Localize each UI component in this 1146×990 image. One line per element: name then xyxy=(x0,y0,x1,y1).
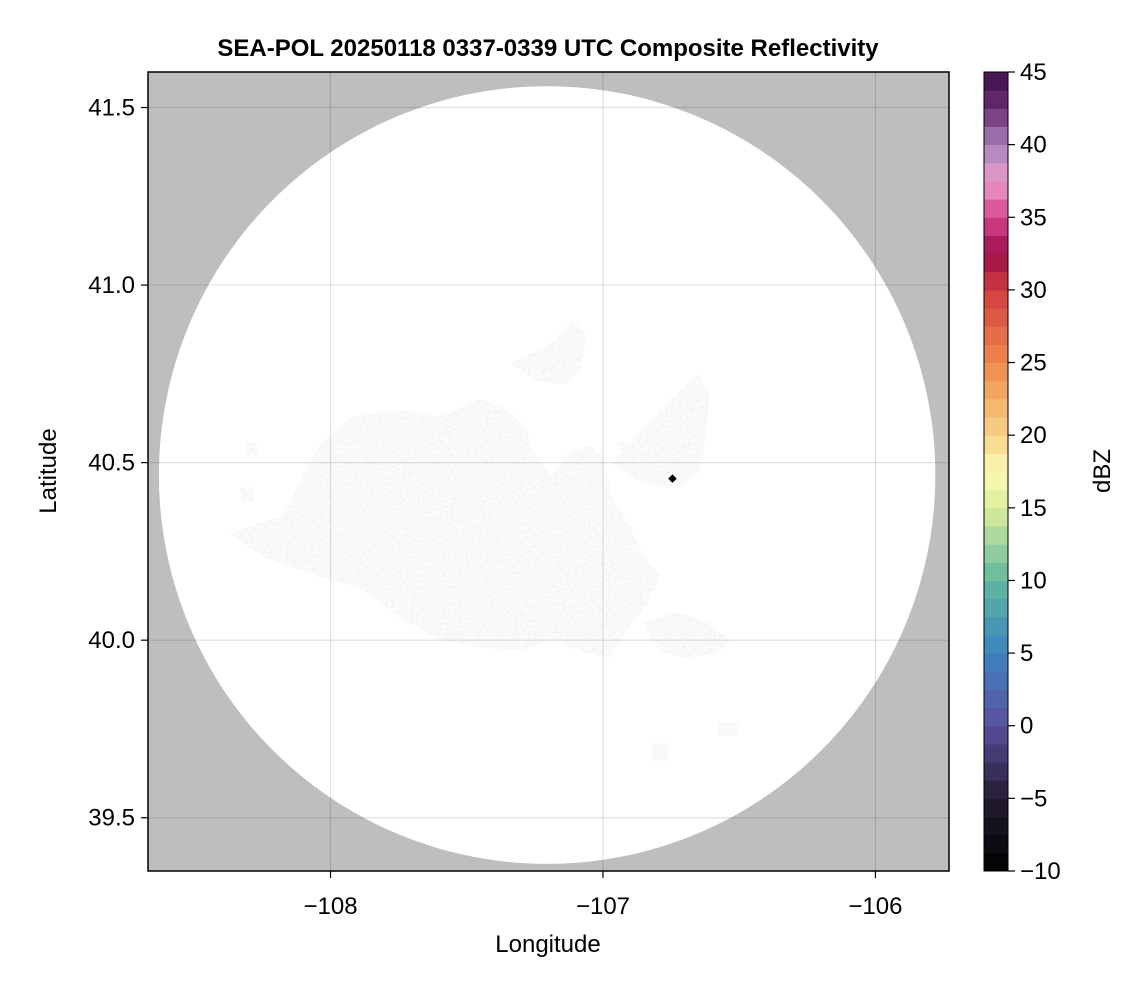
echo-region-core-2 xyxy=(521,562,576,612)
plot-frame xyxy=(147,71,950,872)
x-tick-label: −106 xyxy=(848,893,902,920)
echo-region-core-1 xyxy=(453,526,549,563)
colorbar-tick-label: 5 xyxy=(1020,640,1033,667)
y-tick-label: 40.0 xyxy=(88,627,135,654)
echo-region-north-echo xyxy=(510,320,587,385)
colorbar-segment xyxy=(984,762,1008,781)
echo-region-southeast-echo xyxy=(643,611,731,658)
colorbar-segments xyxy=(984,72,1008,872)
colorbar-segment xyxy=(984,217,1008,236)
echo-region-cool-core-north xyxy=(461,405,533,456)
colorbar-tick-label: 15 xyxy=(1020,495,1047,522)
colorbar-tick-label: 25 xyxy=(1020,350,1047,377)
colorbar-frame xyxy=(983,71,1009,872)
colorbar-segment xyxy=(984,435,1008,454)
colorbar-label: dBZ xyxy=(1089,449,1116,493)
colorbar: −10 −5 0 5 10 15 20 25 30 35 40 45 dBZ xyxy=(983,59,1116,885)
colorbar-segment xyxy=(984,689,1008,709)
colorbar-segment xyxy=(984,725,1008,745)
radar-site-marker xyxy=(668,474,677,483)
colorbar-tick-label: 20 xyxy=(1020,422,1047,449)
y-tick-label: 40.5 xyxy=(88,450,135,477)
colorbar-segment xyxy=(984,598,1008,618)
colorbar-tick-label: 40 xyxy=(1020,132,1047,159)
colorbar-segment xyxy=(984,308,1008,327)
chart-title: SEA-POL 20250118 0337-0339 UTC Composite… xyxy=(217,35,879,62)
colorbar-segment xyxy=(984,180,1008,200)
echo-region-cool-core-middle xyxy=(559,448,609,491)
colorbar-segment xyxy=(984,108,1008,127)
colorbar-tick-label: 35 xyxy=(1020,204,1047,231)
y-axis-ticks: 39.5 40.0 40.5 41.0 41.5 xyxy=(88,95,148,832)
echo-region-patch-1 xyxy=(652,743,669,761)
colorbar-segment xyxy=(984,507,1008,527)
colorbar-segment xyxy=(984,398,1008,418)
colorbar-segment xyxy=(984,707,1008,727)
colorbar-segment xyxy=(984,525,1008,545)
colorbar-segment xyxy=(984,798,1008,818)
colorbar-segment xyxy=(984,199,1008,218)
colorbar-segment xyxy=(984,326,1008,345)
y-tick-label: 41.0 xyxy=(88,272,135,299)
colorbar-segment xyxy=(984,634,1008,654)
colorbar-ticks: −10 −5 0 5 10 15 20 25 30 35 40 45 xyxy=(1008,59,1061,885)
colorbar-segment xyxy=(984,852,1008,872)
colorbar-segment xyxy=(984,616,1008,636)
echo-region-patch-4 xyxy=(246,441,257,456)
echo-region-patch-2 xyxy=(717,721,740,737)
echo-region-band-ne xyxy=(616,441,677,477)
colorbar-segment xyxy=(984,90,1008,109)
colorbar-segment xyxy=(984,72,1008,91)
plot-area xyxy=(147,71,950,872)
y-axis-label: Latitude xyxy=(35,428,62,513)
grid-lines xyxy=(148,72,949,871)
colorbar-segment xyxy=(984,653,1008,672)
colorbar-segment xyxy=(984,834,1008,854)
colorbar-segment xyxy=(984,453,1008,472)
colorbar-segment xyxy=(984,580,1008,600)
colorbar-segment xyxy=(984,162,1008,182)
x-tick-label: −108 xyxy=(304,893,358,920)
colorbar-segment xyxy=(984,489,1008,509)
colorbar-segment xyxy=(984,289,1008,309)
colorbar-segment xyxy=(984,144,1008,164)
colorbar-tick-label: 10 xyxy=(1020,567,1047,594)
y-tick-label: 39.5 xyxy=(88,805,135,832)
echo-region-band-ne-2 xyxy=(657,416,702,438)
colorbar-segment xyxy=(984,417,1008,436)
echo-region-core-3 xyxy=(371,569,435,605)
echo-region-patch-3 xyxy=(240,487,255,502)
colorbar-tick-label: 45 xyxy=(1020,59,1047,86)
colorbar-segment xyxy=(984,344,1008,364)
x-tick-label: −107 xyxy=(576,893,630,920)
colorbar-segment xyxy=(984,780,1008,799)
colorbar-segment xyxy=(984,816,1008,836)
x-axis-label: Longitude xyxy=(495,931,600,958)
colorbar-segment xyxy=(984,471,1008,491)
colorbar-segment xyxy=(984,362,1008,382)
colorbar-segment xyxy=(984,271,1008,291)
colorbar-segment xyxy=(984,253,1008,273)
colorbar-tick-label: −10 xyxy=(1020,858,1061,885)
colorbar-segment xyxy=(984,671,1008,690)
colorbar-segment xyxy=(984,743,1008,763)
colorbar-segment xyxy=(984,380,1008,400)
colorbar-segment xyxy=(984,235,1008,255)
colorbar-tick-label: 0 xyxy=(1020,713,1033,740)
colorbar-segment xyxy=(984,544,1008,563)
x-axis-ticks: −108 −107 −106 xyxy=(304,871,902,920)
echo-layer xyxy=(229,320,740,761)
colorbar-segment xyxy=(984,126,1008,146)
colorbar-segment xyxy=(984,562,1008,581)
colorbar-tick-label: −5 xyxy=(1020,785,1047,812)
y-tick-label: 41.5 xyxy=(88,95,135,122)
colorbar-tick-label: 30 xyxy=(1020,277,1047,304)
